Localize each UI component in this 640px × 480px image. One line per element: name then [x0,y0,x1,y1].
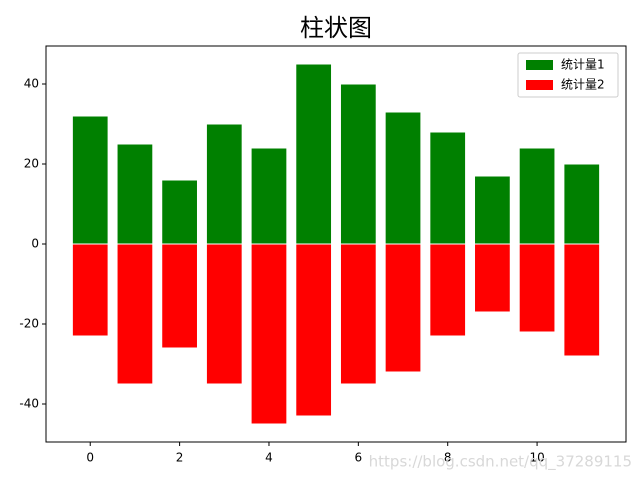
bar [250,243,288,425]
bar [161,243,198,349]
bar [563,243,601,357]
legend-swatch [526,80,553,90]
bar [384,243,422,373]
bar [161,179,198,245]
legend-label: 统计量1 [561,58,605,72]
legend-label: 统计量2 [561,78,605,92]
bar [474,243,511,313]
bar [71,115,109,245]
bar [429,243,467,337]
watermark: https://blog.csdn.net/qq_37289115 [369,453,632,472]
bar [205,243,243,385]
chart-title: 柱状图 [300,14,372,42]
bar [518,147,556,245]
x-tick-label: 4 [265,451,273,465]
bar [339,243,377,385]
x-tick-label: 0 [86,451,94,465]
y-tick-label: -40 [19,397,39,411]
bar [474,175,511,245]
bar [563,163,601,245]
x-tick-label: 6 [355,451,363,465]
x-tick-label: 10 [529,451,544,465]
bar [339,83,377,245]
bar [250,147,288,245]
bar [116,143,154,245]
y-tick-label: 20 [24,157,39,171]
x-tick-label: 8 [444,451,452,465]
x-tick-label: 2 [176,451,184,465]
bar [429,131,467,245]
bar [518,243,556,333]
bar [71,243,109,337]
y-tick-label: 40 [24,77,39,91]
bar [295,243,333,417]
bar [116,243,154,385]
y-tick-label: 0 [31,237,39,251]
legend-swatch [526,60,553,70]
bar [205,123,243,245]
y-tick-label: -20 [19,317,39,331]
bar [384,111,422,245]
bar [295,63,333,245]
